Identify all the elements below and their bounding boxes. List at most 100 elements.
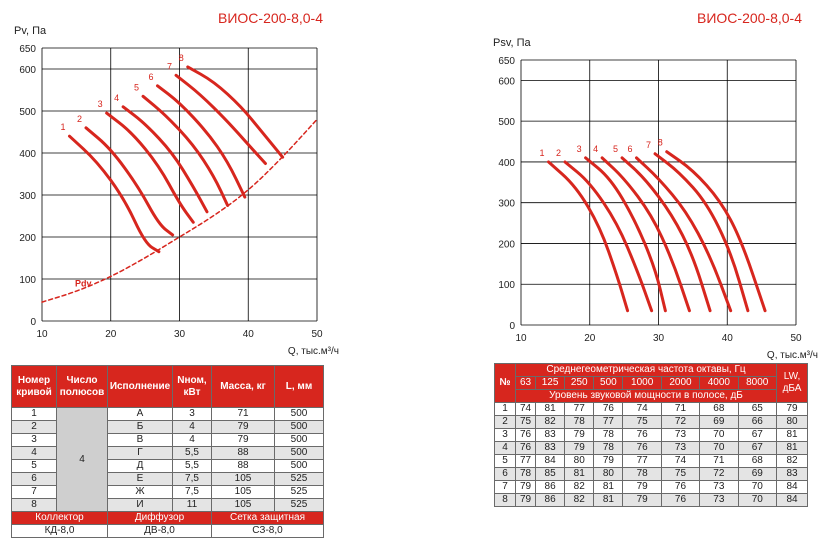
noise-table: № Среднегеометрическая частота октавы, Г… [494,363,808,507]
table-row: 6 Е 7,5 105 525 [11,472,324,486]
accessory-grid-header: Сетка защитная [211,511,324,525]
cell: 73 [699,493,739,507]
cell: Г [107,446,173,460]
x-tick-label: 20 [584,333,596,344]
accessory-collector-value: КД-8,0 [11,524,108,538]
cell: 67 [737,428,777,442]
cell: 81 [776,428,808,442]
accessory-grid-value: СЗ-8,0 [211,524,324,538]
y-tick-label: 100 [498,280,515,291]
cell: 7 [11,485,57,499]
cell: 79 [515,493,536,507]
accessory-collector-header: Коллектор [11,511,108,525]
cell: 105 [211,472,275,486]
pv-chart: 0 100 200 300 400 500 600 650 10 20 30 40 50 Pv, Па Q,… [14,25,339,357]
curve-label-3: 3 [98,99,103,109]
curve-label-4: 4 [114,93,119,103]
freq-cell: 8000 [737,376,777,390]
row-number: 1 [494,402,516,416]
y-axis-label: Pv, Па [14,25,47,37]
cell: 69 [699,415,739,429]
cell: 84 [776,480,808,494]
y-tick-label: 500 [498,117,515,128]
cell: Б [107,420,173,434]
y-tick-label: 100 [19,275,36,286]
cell: 73 [699,480,739,494]
curve-label-6: 6 [627,144,632,154]
curve-label-4: 4 [593,144,598,154]
freq-cell: 1000 [622,376,662,390]
curve-label-3: 3 [577,144,582,154]
series-curve-1 [547,160,630,313]
cell: 88 [211,459,275,473]
cell: 500 [274,459,324,473]
col-header-num: № [494,363,516,403]
cell: 67 [737,441,777,455]
accessory-header-row: Коллектор Диффузор Сетка защитная [11,511,324,525]
cell: 65 [737,402,777,416]
pdv-dashed-line [41,118,318,303]
right-chart-title: ВИОС-200-8,0-4 [697,10,802,26]
cell: 78 [515,467,536,481]
cell: 6 [11,472,57,486]
freq-cell: 250 [564,376,595,390]
y-tick-label: 0 [509,321,515,332]
table-row: 5 77 84 80 79 77 74 71 68 82 [494,454,808,468]
cell: 68 [699,402,739,416]
x-tick-label: 50 [311,329,323,340]
cell: 79 [622,493,662,507]
cell: 525 [274,485,324,499]
cell: 66 [737,415,777,429]
row-number: 2 [494,415,516,429]
cell: 75 [660,467,701,481]
row-number: 7 [494,480,516,494]
x-tick-label: 20 [105,329,117,340]
curve-label-6: 6 [148,72,153,82]
cell: 500 [274,433,324,447]
series-curve-7 [174,73,267,165]
table-row: 2 Б 4 79 500 [11,420,324,434]
cell: 72 [699,467,739,481]
table-row: 3 76 83 79 78 76 73 70 67 81 [494,428,808,442]
cell: А [107,407,173,421]
cell: 71 [699,454,739,468]
accessory-diffuser-header: Диффузор [107,511,212,525]
curve-label-5: 5 [134,82,139,92]
left-chart-title: ВИОС-200-8,0-4 [218,10,323,26]
cell: 4 [11,446,57,460]
y-tick-label: 500 [19,107,36,118]
cell: 7,5 [172,472,212,486]
cell: 88 [211,446,275,460]
psv-chart: 0 100 200 300 400 500 600 650 10 20 30 40 50 Psv, Па Q… [493,37,818,361]
cell: 7,5 [172,485,212,499]
cell: 76 [593,402,624,416]
series-curve-6 [635,156,733,313]
cell: 82 [534,415,566,429]
cell: Е [107,472,173,486]
row-number: 4 [494,441,516,455]
freq-cell: 125 [534,376,566,390]
series-curve-2 [84,126,175,237]
cell: 81 [776,441,808,455]
y-tick-label: 600 [19,65,36,76]
cell: 5,5 [172,459,212,473]
freq-cell: 2000 [660,376,701,390]
y-tick-label: 400 [498,158,515,169]
y-tick-label: 300 [498,199,515,210]
cell: 80 [776,415,808,429]
table-row: 1 4 А 3 71 500 [11,407,324,512]
fan-spec-table: Номер кривой Число полюсов Исполнение Nн… [11,365,324,538]
x-tick-label: 50 [790,333,802,344]
series-curve-1 [68,134,161,254]
cell: 78 [593,441,624,455]
cell: 5 [11,459,57,473]
cell: 105 [211,498,275,512]
cell: 81 [593,493,624,507]
series-curve-4 [121,105,209,214]
y-axis-label: Psv, Па [493,37,532,49]
col-header-version: Исполнение [107,365,173,408]
cell: 83 [776,467,808,481]
cell: 82 [564,480,595,494]
x-tick-label: 40 [243,329,255,340]
freq-header: Среднегеометрическая частота октавы, Гц [515,363,777,377]
